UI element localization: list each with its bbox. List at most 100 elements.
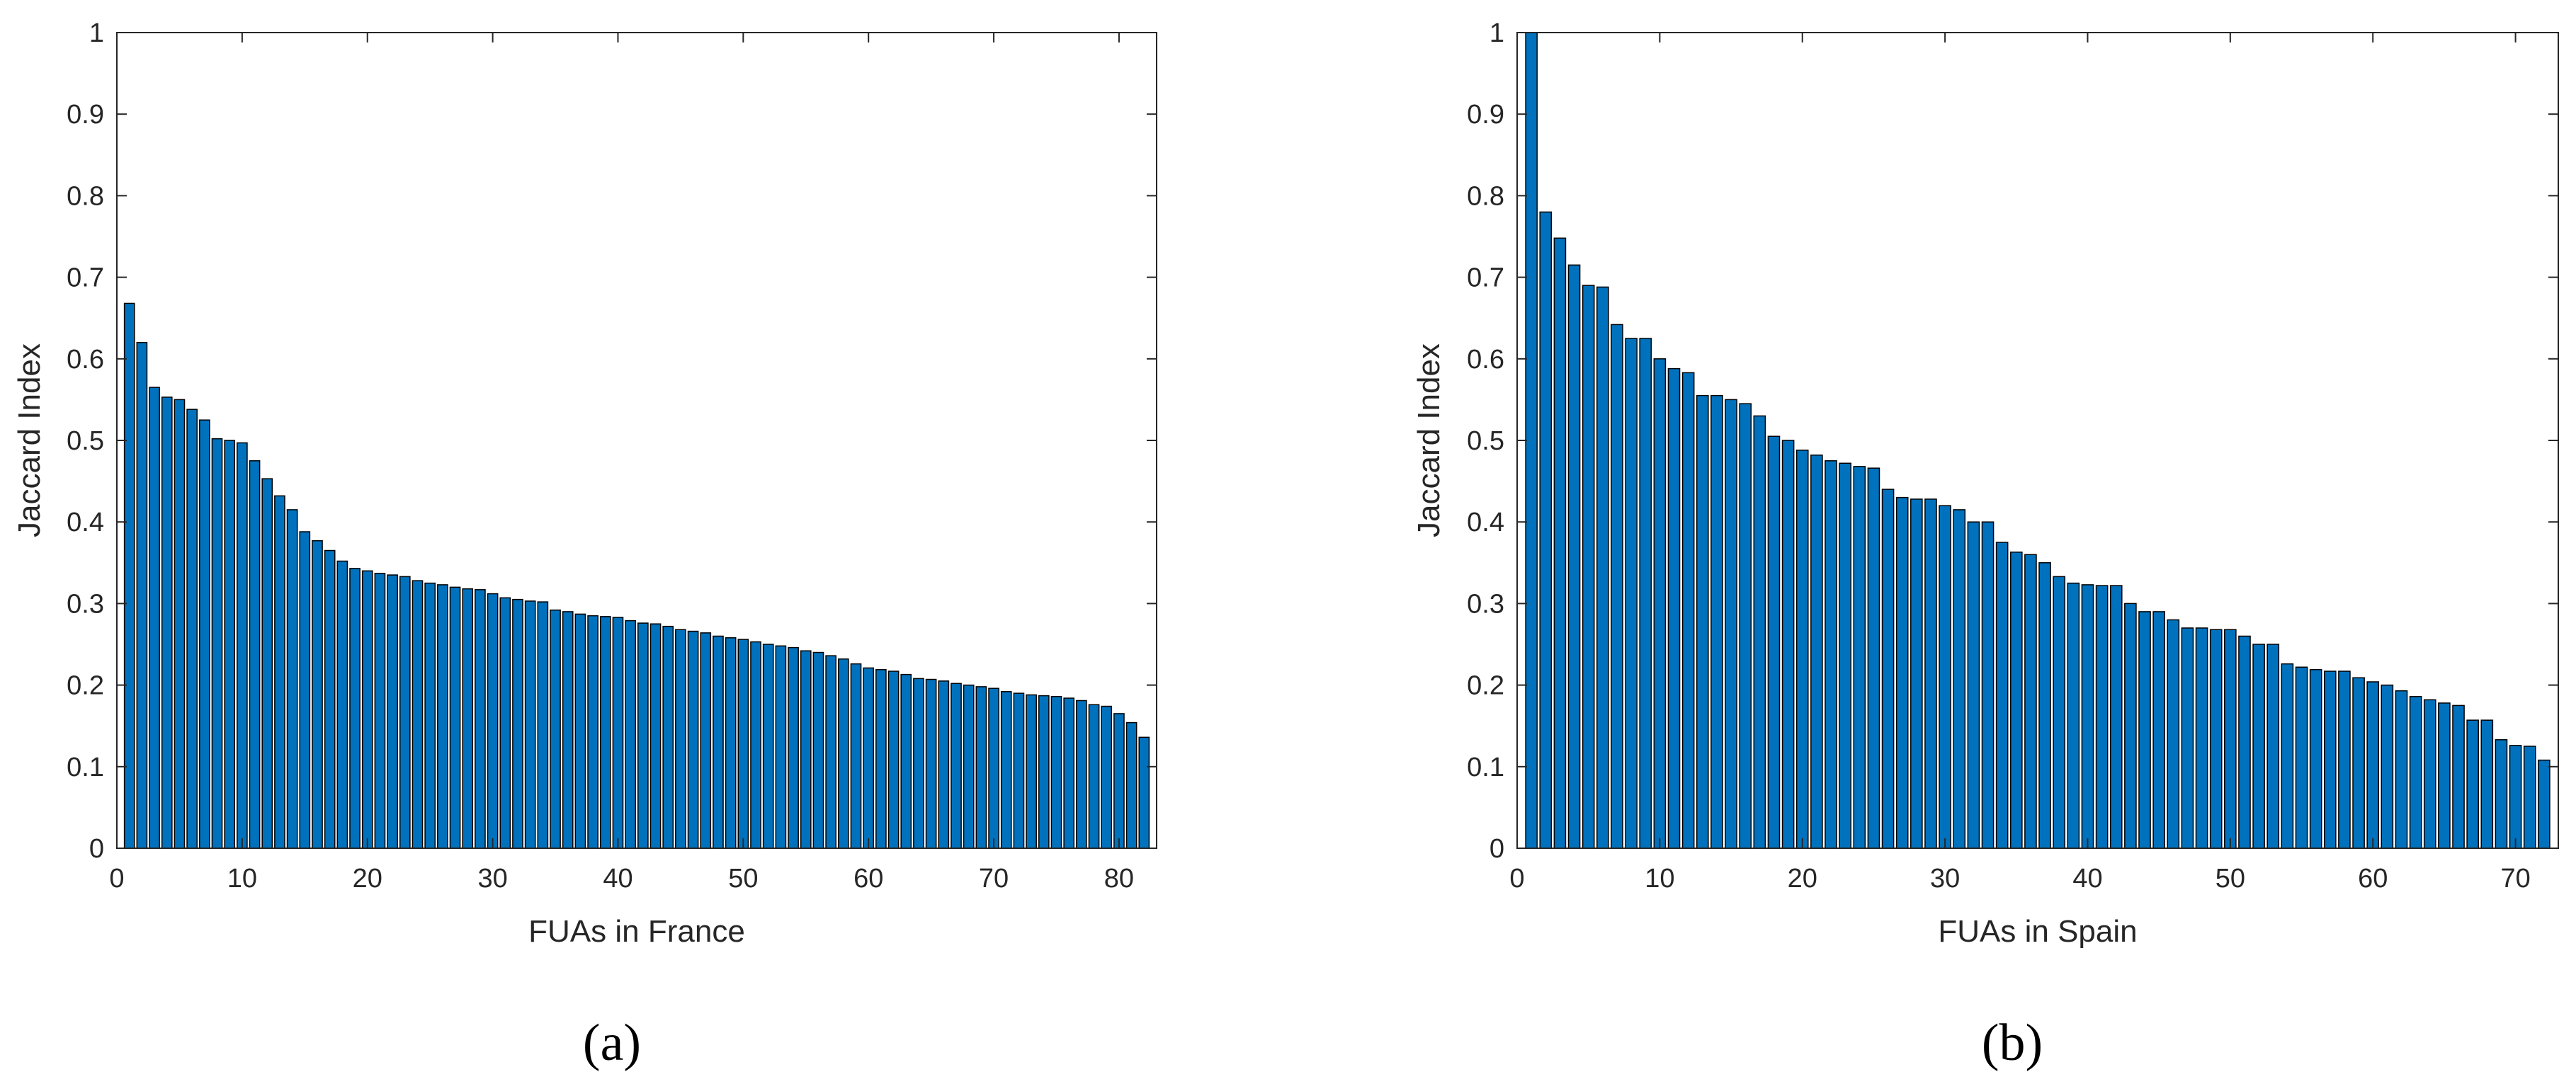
bar-66 <box>938 680 950 849</box>
bar-3 <box>1553 237 1567 849</box>
bar-2 <box>136 342 148 849</box>
bar-34 <box>537 601 549 849</box>
bar-20 <box>361 570 373 849</box>
bar-2 <box>1539 211 1553 849</box>
bar-48 <box>713 635 724 849</box>
bar-24 <box>1853 466 1866 849</box>
bar-28 <box>462 588 474 849</box>
bar-75 <box>1050 695 1062 849</box>
bar-72 <box>1013 692 1025 849</box>
bar-12 <box>1681 372 1695 849</box>
y-tick-label: 0.6 <box>67 345 104 375</box>
y-tick-label: 0.4 <box>67 508 104 537</box>
bar-60 <box>2366 681 2380 849</box>
bar-47 <box>2181 627 2194 849</box>
x-tick-label: 50 <box>728 864 758 894</box>
x-tick-label: 70 <box>979 864 1009 894</box>
bar-27 <box>1895 496 1909 849</box>
x-tick-label: 0 <box>1509 864 1524 894</box>
bar-22 <box>387 574 398 849</box>
y-tick-label: 0 <box>89 834 104 864</box>
bar-62 <box>887 671 900 849</box>
bar-66 <box>2452 704 2465 849</box>
bar-18 <box>1767 435 1781 849</box>
bar-49 <box>2209 629 2223 849</box>
bar-5 <box>174 399 186 849</box>
bar-68 <box>2480 719 2494 849</box>
bar-33 <box>524 600 536 849</box>
y-tick-label: 0.7 <box>1467 263 1504 293</box>
bar-72 <box>2538 759 2551 849</box>
bar-68 <box>963 684 975 849</box>
bar-17 <box>324 549 336 849</box>
bar-42 <box>637 622 649 849</box>
bar-41 <box>625 620 636 849</box>
tick-group: 00.10.20.30.40.50.60.70.80.910 10 20 30 40 50… <box>67 18 1157 894</box>
tick-group: 00.10.20.30.40.50.60.70.80.910 10 20 30 40 50… <box>1467 18 2558 894</box>
x-tick-label: 60 <box>2358 864 2388 894</box>
bar-40 <box>612 617 624 849</box>
bar-37 <box>574 613 586 849</box>
bar-71 <box>1000 691 1012 849</box>
bar-65 <box>2438 702 2451 849</box>
x-tick-label: 70 <box>2500 864 2530 894</box>
bar-26 <box>437 584 448 849</box>
bar-50 <box>2224 629 2237 849</box>
panel-caption: (b) <box>1982 1014 2043 1072</box>
bar-40 <box>2081 584 2094 849</box>
bar-group <box>1525 32 2551 849</box>
bar-77 <box>1076 700 1087 849</box>
y-tick-label: 0.8 <box>67 181 104 211</box>
bar-73 <box>1026 694 1037 849</box>
bar-49 <box>725 637 737 849</box>
bar-4 <box>1567 264 1581 849</box>
bar-64 <box>913 678 924 849</box>
bar-57 <box>2324 671 2337 849</box>
bar-81 <box>1125 721 1137 849</box>
bar-54 <box>788 646 799 849</box>
bar-61 <box>875 668 887 849</box>
bar-5 <box>1582 285 1595 849</box>
bar-59 <box>2352 677 2365 849</box>
bar-14 <box>1710 394 1723 849</box>
bar-67 <box>951 683 962 849</box>
bar-39 <box>2067 582 2080 849</box>
bar-56 <box>812 651 824 849</box>
bar-21 <box>1810 454 1823 849</box>
bar-38 <box>2053 576 2066 849</box>
bar-44 <box>662 625 674 849</box>
bar-76 <box>1063 697 1075 849</box>
bar-15 <box>299 531 311 849</box>
bar-8 <box>211 438 223 849</box>
bar-36 <box>2024 554 2037 849</box>
bar-29 <box>1924 498 1937 849</box>
y-tick-label: 0.5 <box>67 426 104 456</box>
bar-39 <box>599 616 611 849</box>
plot-frame <box>1516 32 2559 849</box>
x-tick-label: 40 <box>603 864 632 894</box>
x-tick-label: 60 <box>853 864 883 894</box>
bar-27 <box>449 586 461 849</box>
bar-10 <box>1653 358 1667 849</box>
bar-28 <box>1910 498 1923 849</box>
bar-65 <box>925 678 937 849</box>
x-tick-label: 50 <box>2215 864 2245 894</box>
y-tick-label: 1 <box>1490 18 1504 48</box>
panel-caption: (a) <box>583 1014 641 1072</box>
bar-23 <box>1839 462 1851 849</box>
bar-69 <box>975 686 987 849</box>
bar-4 <box>161 396 173 849</box>
bar-58 <box>2338 671 2351 849</box>
y-tick-label: 0.1 <box>67 753 104 782</box>
bar-16 <box>1739 403 1752 849</box>
bar-60 <box>863 667 875 849</box>
chart-panel-france: 00.10.20.30.40.50.60.70.80.910 10 20 30 40 50… <box>12 18 1157 1072</box>
bar-37 <box>2038 562 2051 849</box>
bar-51 <box>750 641 761 849</box>
bar-3 <box>149 387 160 849</box>
bar-53 <box>775 645 787 849</box>
bar-16 <box>312 540 323 849</box>
plot-frame <box>116 32 1157 849</box>
bar-41 <box>2095 585 2109 849</box>
